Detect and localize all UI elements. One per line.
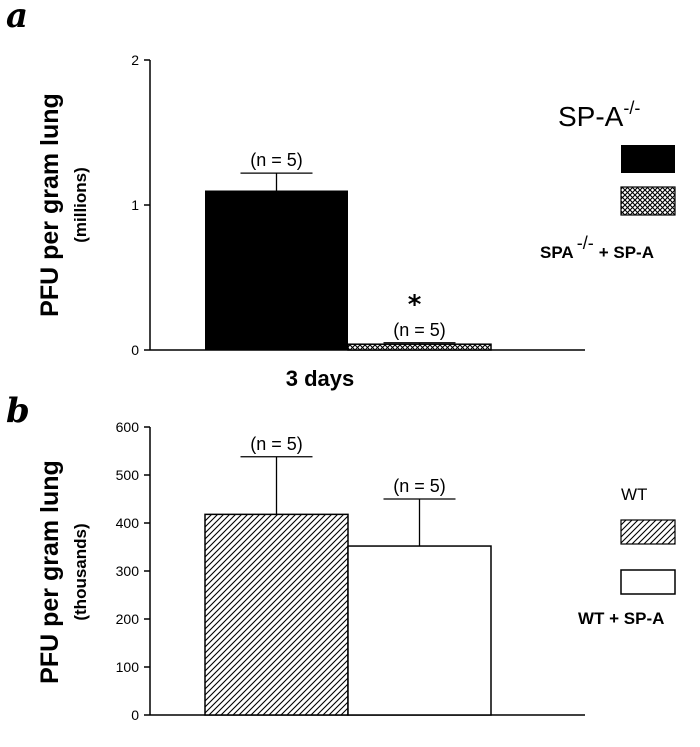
legend-a-swatch-crosshatch: [620, 186, 676, 216]
y-tick-label: 500: [116, 467, 140, 483]
panel-b: b 0 100 200 300 400 500 600 (n = 5) (n = 5) PFU…: [6, 391, 676, 723]
y-tick-label: 400: [116, 515, 140, 531]
panel-a-y-unit: (millions): [71, 167, 90, 243]
y-tick-label: 0: [131, 342, 139, 358]
bar: [347, 545, 492, 716]
bar: [347, 343, 492, 351]
n-label: (n = 5): [250, 434, 303, 454]
panel-b-y-label: PFU per gram lung: [36, 460, 64, 684]
y-tick-label: 2: [131, 52, 139, 68]
n-label: (n = 5): [250, 150, 303, 170]
y-tick-label: 0: [131, 707, 139, 723]
panel-b-legend: WT WT + SP-A: [578, 485, 676, 628]
y-tick-label: 300: [116, 563, 140, 579]
y-tick-label: 1: [131, 197, 139, 213]
panel-a-y-label: PFU per gram lung: [36, 93, 64, 317]
panel-a-letter: a: [6, 0, 28, 36]
legend-b-swatch-diagonal: [620, 519, 676, 545]
n-label: (n = 5): [393, 476, 446, 496]
panel-b-letter: b: [6, 391, 30, 431]
significance-marker: *: [408, 290, 422, 320]
panel-b-y-unit: (thousands): [71, 523, 90, 620]
panel-a: a 012 (n = 5)(n = 5)* 3 days PFU per gra…: [6, 0, 676, 391]
panel-a-legend: SP-A-/- SPA -/- + SP-A: [540, 98, 676, 262]
y-tick-label: 100: [116, 659, 140, 675]
legend-b-entry1: WT: [621, 485, 647, 504]
legend-a-entry2: SPA -/- + SP-A: [540, 233, 654, 262]
y-tick-label: 200: [116, 611, 140, 627]
legend-a-title: SP-A-/-: [558, 98, 640, 132]
bar: [204, 513, 349, 716]
n-label: (n = 5): [393, 320, 446, 340]
legend-a-swatch-solid: [621, 145, 675, 173]
y-tick-label: 600: [116, 419, 140, 435]
panel-a-x-category: 3 days: [286, 366, 355, 391]
legend-b-entry2: WT + SP-A: [578, 609, 664, 628]
legend-b-swatch-open: [620, 569, 676, 595]
bar: [205, 190, 348, 350]
